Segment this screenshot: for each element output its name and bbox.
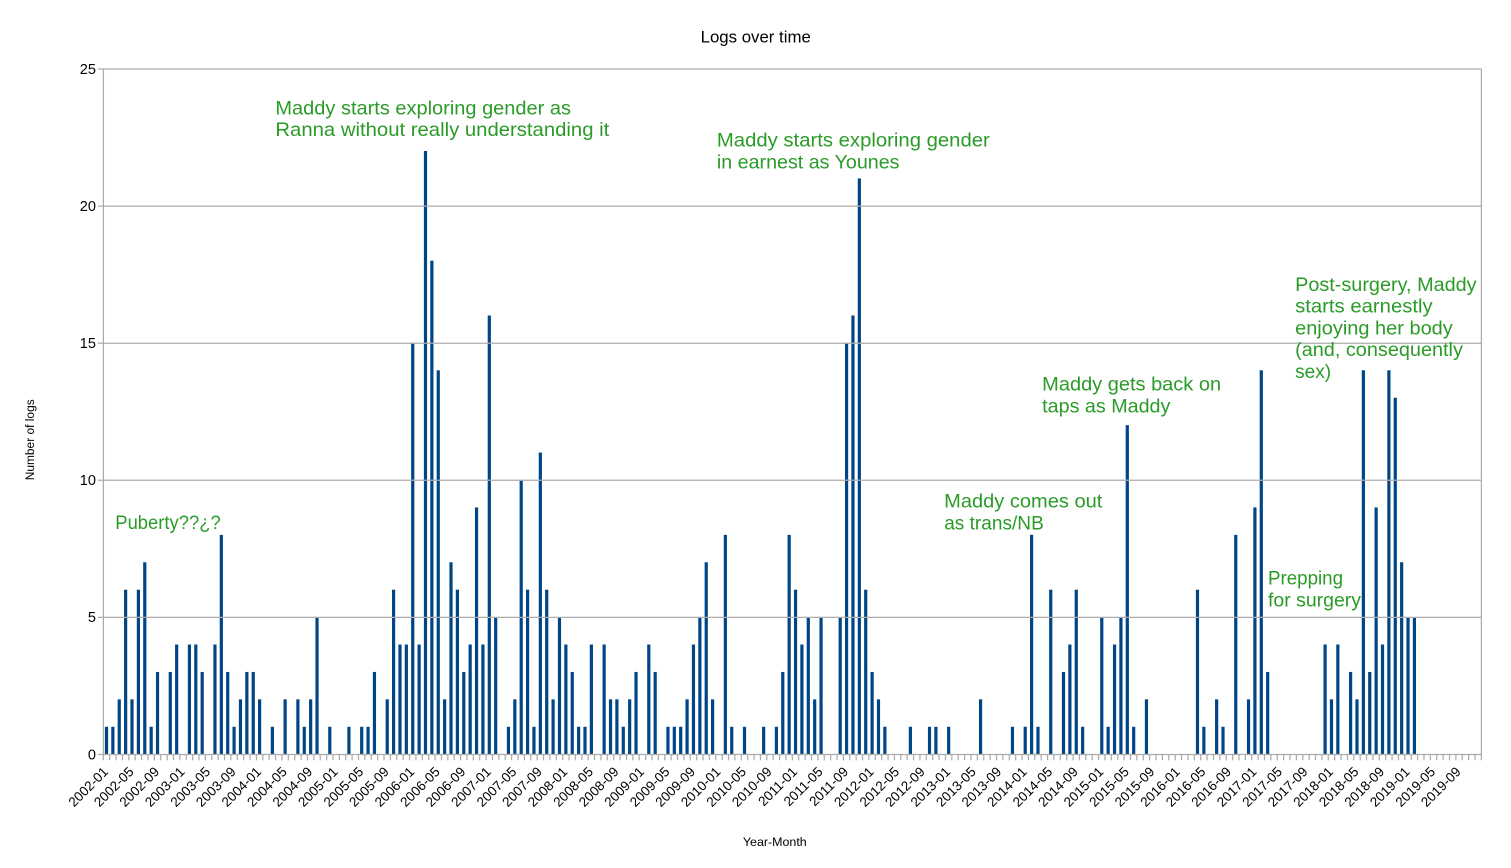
svg-text:10: 10 [80, 473, 96, 489]
svg-text:sex): sex) [1295, 361, 1331, 383]
svg-text:Puberty??¿?: Puberty??¿? [115, 512, 221, 534]
svg-text:25: 25 [80, 62, 96, 78]
svg-text:5: 5 [88, 610, 96, 626]
svg-text:Ranna without really understan: Ranna without really understanding it [275, 119, 609, 141]
svg-text:enjoying her body: enjoying her body [1295, 318, 1453, 340]
svg-text:as trans/NB: as trans/NB [944, 512, 1044, 534]
svg-text:Logs over time: Logs over time [701, 29, 811, 47]
svg-text:in earnest as Younes: in earnest as Younes [717, 151, 900, 173]
svg-text:Year-Month: Year-Month [743, 835, 807, 849]
svg-text:Maddy starts exploring gender: Maddy starts exploring gender [717, 129, 990, 151]
svg-text:0: 0 [88, 747, 96, 763]
svg-text:Prepping: Prepping [1268, 568, 1343, 590]
svg-text:15: 15 [80, 336, 96, 352]
svg-text:taps as Maddy: taps as Maddy [1042, 395, 1170, 417]
svg-text:20: 20 [80, 199, 96, 215]
svg-text:starts earnestly: starts earnestly [1295, 296, 1433, 318]
svg-text:(and, consequently: (and, consequently [1295, 339, 1463, 361]
svg-text:Maddy starts exploring gender: Maddy starts exploring gender as [275, 98, 571, 120]
svg-text:Number of logs: Number of logs [23, 399, 37, 480]
svg-text:Maddy comes out: Maddy comes out [944, 490, 1103, 512]
svg-text:for surgery: for surgery [1268, 589, 1361, 611]
svg-text:Maddy gets back on: Maddy gets back on [1042, 374, 1221, 396]
svg-text:Post-surgery, Maddy: Post-surgery, Maddy [1295, 274, 1477, 296]
